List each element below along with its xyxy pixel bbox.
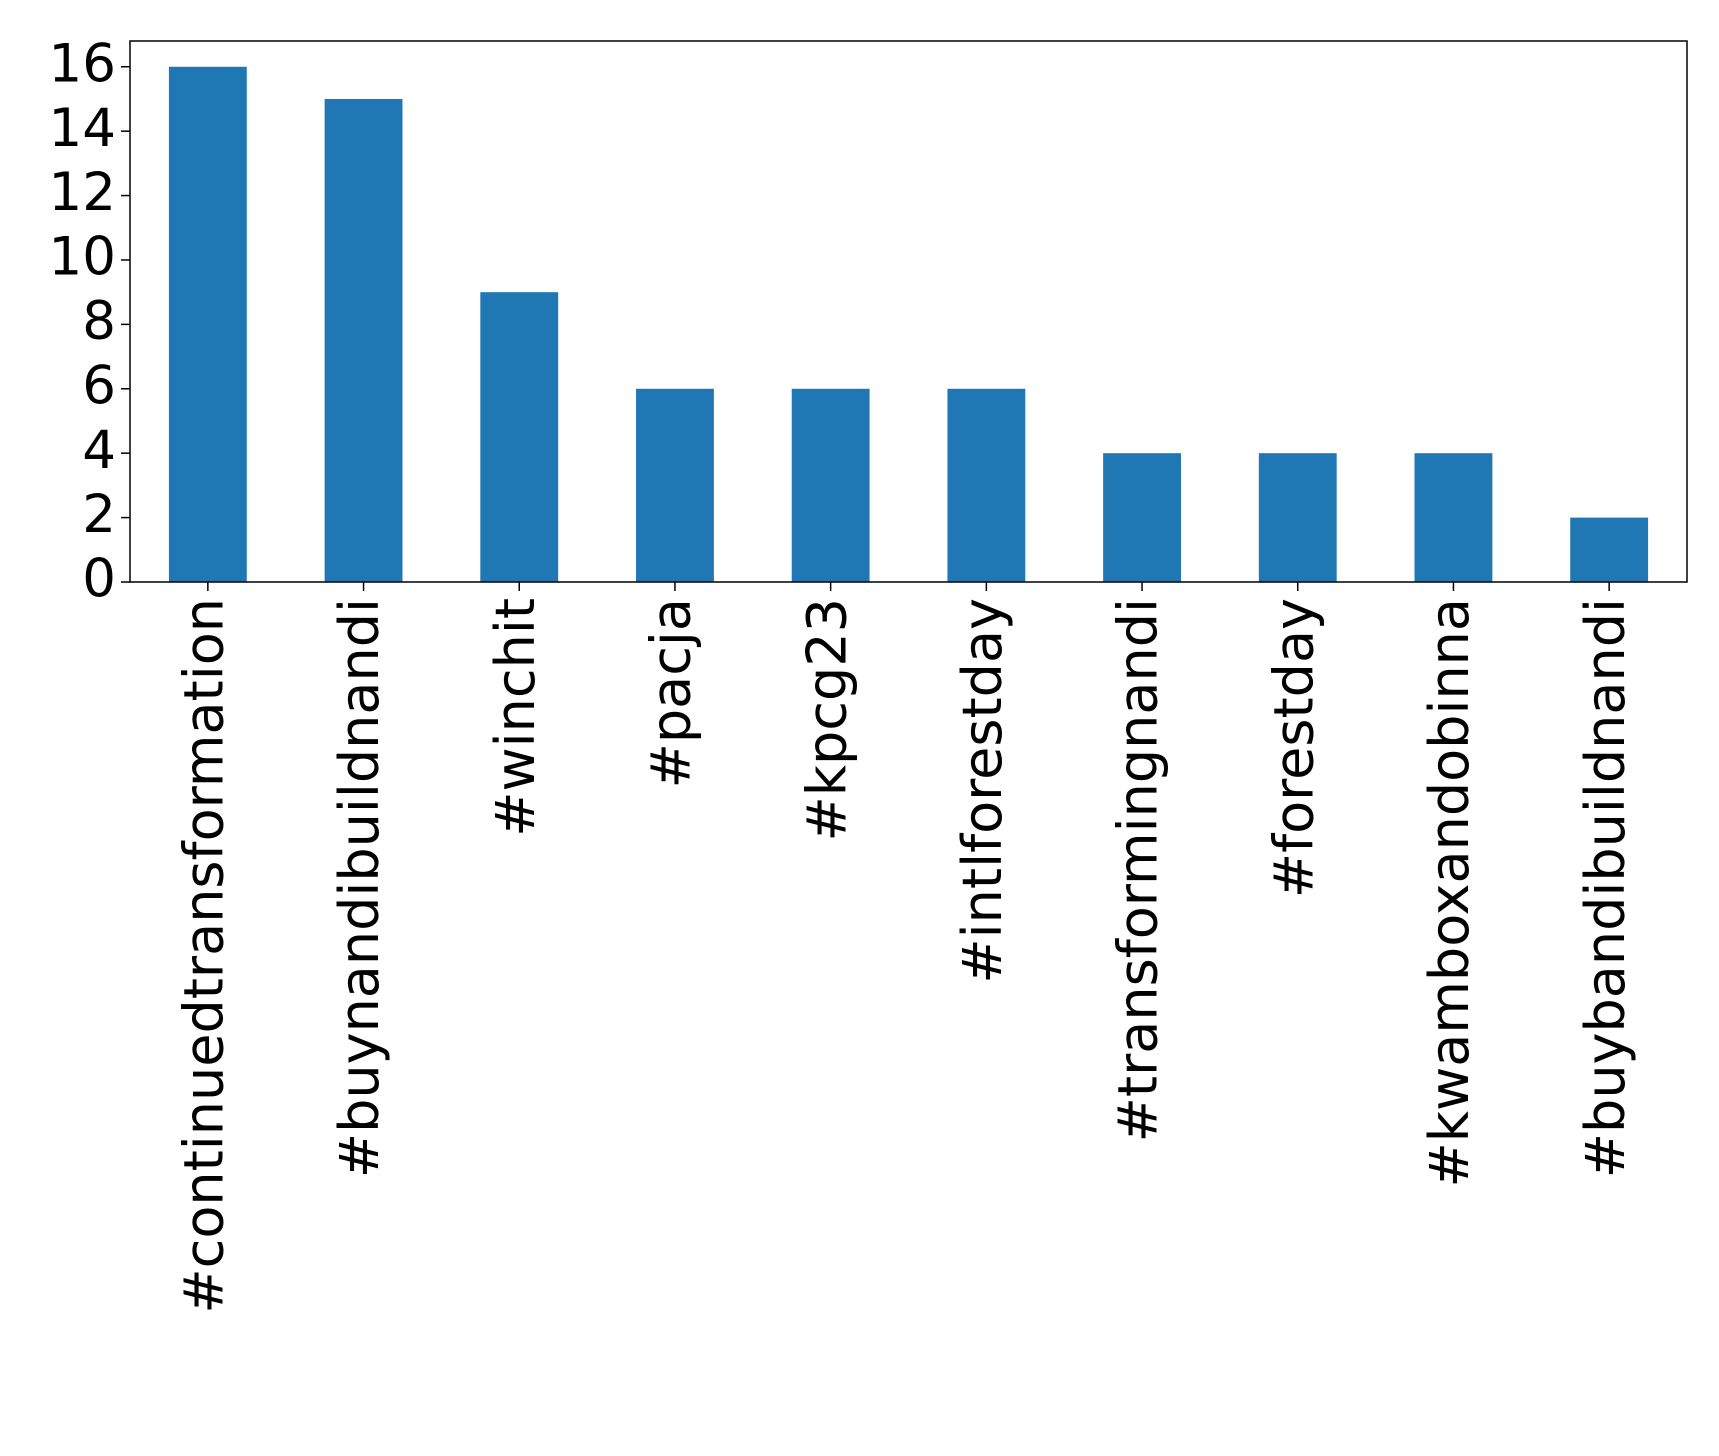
y-tick-label: 0 [82, 549, 116, 610]
x-tick-label: #kwamboxandobinna [1418, 598, 1481, 1187]
x-tick-label: #forestday [1262, 598, 1325, 898]
bar [324, 98, 403, 582]
y-tick-label: 14 [49, 98, 116, 159]
x-tick-label: #transformingnandi [1107, 598, 1170, 1142]
y-tick-label: 8 [82, 291, 116, 352]
x-tick-label: #continuedtransformation [172, 598, 235, 1314]
y-tick-label: 6 [82, 355, 116, 416]
bar [1258, 453, 1337, 582]
x-tick-label: #pacja [640, 598, 703, 788]
y-tick-label: 16 [49, 33, 116, 94]
bar [168, 66, 247, 582]
bar [636, 388, 714, 582]
x-tick-label: #buynandibuildnandi [328, 598, 391, 1178]
x-tick-label: #kpcg23 [795, 598, 858, 841]
y-tick-label: 4 [82, 420, 116, 481]
y-tick-label: 10 [49, 227, 116, 288]
x-tick-label: #winchit [484, 598, 547, 837]
plot-frame [129, 40, 1688, 583]
bar [480, 292, 559, 582]
bar [1414, 453, 1493, 582]
bar [947, 388, 1026, 582]
x-tick-label: #buybandibuildnandi [1574, 598, 1637, 1178]
y-tick-label: 12 [49, 162, 116, 223]
bar [791, 388, 870, 582]
bar [1570, 517, 1649, 582]
y-tick-label: 2 [82, 484, 116, 545]
bar [1103, 453, 1181, 582]
x-tick-label: #intlforestday [951, 598, 1014, 984]
